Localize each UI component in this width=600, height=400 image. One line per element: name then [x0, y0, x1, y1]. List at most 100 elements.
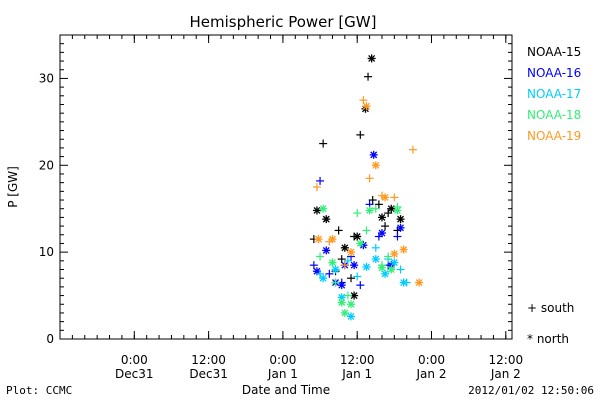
- south-point: [316, 176, 325, 185]
- x-tick-label-date: Jan 1: [267, 367, 298, 381]
- south-point: [356, 130, 365, 139]
- north-point: [399, 278, 408, 287]
- legend-entry: NOAA-17: [527, 87, 581, 101]
- north-point: [367, 54, 376, 63]
- south-point: [408, 145, 417, 154]
- north-point: [387, 265, 396, 274]
- north-point: [328, 258, 337, 267]
- north-point: [331, 265, 340, 274]
- y-tick-label: 30: [39, 71, 54, 85]
- north-point: [377, 229, 386, 238]
- south-point: [343, 256, 352, 265]
- north-point: [362, 262, 371, 271]
- plot-timestamp: 2012/01/02 12:50:06: [468, 384, 594, 397]
- x-tick-label-date: Jan 1: [341, 367, 372, 381]
- north-point: [390, 258, 399, 267]
- south-point: [353, 209, 362, 218]
- south-point: [316, 252, 325, 261]
- south-point: [390, 193, 399, 202]
- south-point: [364, 72, 373, 81]
- south-point: [356, 281, 365, 290]
- y-tick-label: 10: [39, 245, 54, 259]
- y-axis-label: P [GW]: [6, 166, 20, 208]
- north-point: [347, 248, 356, 257]
- north-point: [371, 255, 380, 264]
- north-point: [353, 232, 362, 241]
- north-point: [337, 281, 346, 290]
- south-point: [393, 232, 402, 241]
- north-point: [328, 235, 337, 244]
- south-point: [353, 272, 362, 281]
- north-point: [347, 300, 356, 309]
- north-point: [347, 312, 356, 321]
- south-point: [396, 265, 405, 274]
- south-point: [381, 222, 390, 231]
- x-tick-label-date: Jan 2: [416, 367, 447, 381]
- south-point: [337, 255, 346, 264]
- north-point: [393, 206, 402, 215]
- marker-legend: + south * north: [527, 301, 574, 346]
- satellite-legend: NOAA-15 NOAA-16 NOAA-17 NOAA-18 NOAA-19: [527, 45, 581, 143]
- x-tick-label-date: Dec31: [189, 367, 228, 381]
- south-point: [334, 226, 343, 235]
- north-point: [369, 150, 378, 159]
- south-point: [368, 196, 377, 205]
- x-tick-label-time: 12:00: [340, 353, 375, 367]
- north-point: [381, 269, 390, 278]
- x-tick-label-time: 12:00: [191, 353, 226, 367]
- x-tick-label-date: Jan 2: [490, 367, 521, 381]
- y-tick-label: 0: [46, 332, 54, 346]
- south-point: [312, 183, 321, 191]
- south-point: [362, 226, 371, 235]
- north-point: [381, 193, 390, 202]
- marker-legend-entry: * north: [527, 332, 569, 346]
- north-point: [362, 102, 371, 111]
- x-tick-label-time: 12:00: [489, 353, 524, 367]
- south-point: [371, 204, 380, 213]
- north-point: [322, 246, 331, 255]
- north-point: [365, 206, 374, 215]
- south-point: [325, 269, 334, 278]
- south-point: [343, 291, 352, 300]
- x-axis-label: Date and Time: [242, 383, 330, 397]
- south-point: [359, 96, 368, 105]
- south-point: [365, 174, 374, 183]
- plot-credit: Plot: CCMC: [6, 384, 72, 397]
- south-point: [316, 269, 325, 278]
- north-point: [312, 206, 321, 215]
- north-point: [390, 249, 399, 258]
- x-tick-label-date: Dec31: [115, 367, 154, 381]
- y-axis: 0 10 20 30: [39, 34, 512, 346]
- x-tick-label-time: 0:00: [121, 353, 148, 367]
- south-point: [340, 261, 349, 270]
- chart-title: Hemispheric Power [GW]: [190, 13, 377, 31]
- north-point: [356, 239, 365, 248]
- north-point: [371, 161, 380, 170]
- north-point: [350, 261, 359, 270]
- north-point: [340, 308, 349, 317]
- legend-entry: NOAA-15: [527, 45, 581, 59]
- north-point: [377, 213, 386, 222]
- south-point: [319, 139, 328, 148]
- south-point: [371, 243, 380, 252]
- marker-legend-entry: + south: [527, 301, 574, 315]
- x-tick-label-time: 0:00: [269, 353, 296, 367]
- data-points: [309, 54, 424, 321]
- x-tick-label-time: 0:00: [418, 353, 445, 367]
- north-point: [399, 245, 408, 254]
- south-point: [384, 209, 393, 218]
- north-point: [314, 235, 323, 244]
- north-point: [319, 204, 328, 213]
- plot-area-frame: [59, 34, 513, 340]
- north-point: [337, 298, 346, 307]
- north-point: [340, 243, 349, 252]
- legend-entry: NOAA-19: [527, 129, 581, 143]
- north-point: [377, 263, 386, 272]
- south-point: [347, 274, 356, 283]
- y-tick-label: 20: [39, 158, 54, 172]
- north-point: [322, 215, 331, 224]
- north-point: [319, 274, 328, 283]
- north-point: [415, 278, 424, 287]
